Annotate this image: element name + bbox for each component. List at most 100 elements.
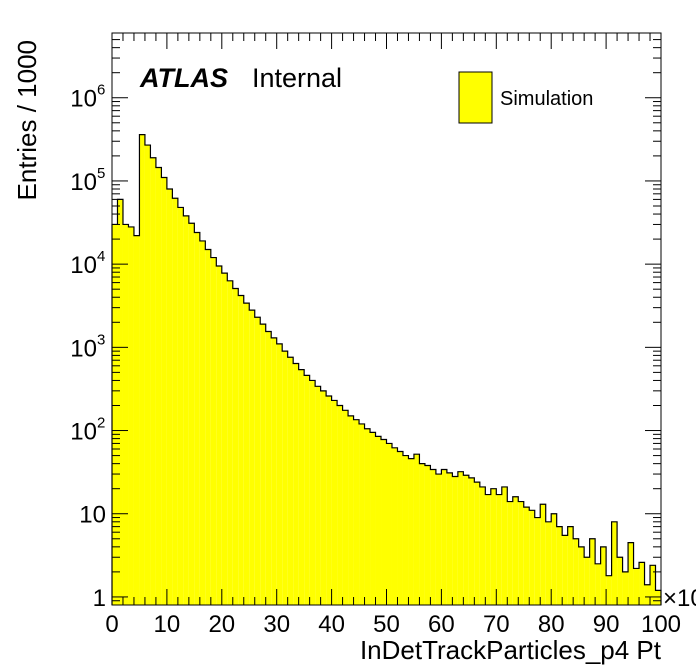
histogram-bin bbox=[424, 465, 431, 605]
y-tick-label: 10 bbox=[70, 86, 97, 113]
x-tick-label: 40 bbox=[318, 611, 345, 638]
x-tick-label: 30 bbox=[263, 611, 290, 638]
x-axis-label: InDetTrackParticles_p4 Pt bbox=[360, 635, 662, 665]
histogram-bin bbox=[298, 369, 305, 605]
histogram-bin bbox=[232, 288, 239, 605]
histogram-bin bbox=[254, 317, 261, 605]
histogram-bin bbox=[249, 310, 255, 605]
histogram-bin bbox=[617, 557, 623, 605]
histogram-bin bbox=[331, 400, 338, 605]
histogram-bin bbox=[342, 410, 349, 605]
histogram-bin bbox=[320, 390, 327, 605]
histogram-bin bbox=[446, 472, 453, 605]
x-tick-label: 80 bbox=[538, 611, 565, 638]
histogram-bin bbox=[133, 235, 140, 605]
histogram-bin bbox=[419, 463, 425, 605]
histogram-bin bbox=[161, 177, 167, 606]
x-tick-label: 60 bbox=[428, 611, 455, 638]
y-tick-label: 1 bbox=[93, 585, 106, 612]
histogram-bin bbox=[562, 535, 568, 605]
histogram-bin bbox=[309, 380, 316, 605]
histogram-bin bbox=[518, 501, 524, 605]
histogram-bin bbox=[353, 419, 360, 605]
x-tick-label: 10 bbox=[154, 611, 181, 638]
histogram-bin bbox=[540, 504, 546, 605]
histogram-bin bbox=[501, 486, 508, 605]
legend-swatch bbox=[458, 71, 493, 124]
x-tick-label: 70 bbox=[483, 611, 510, 638]
histogram-bin bbox=[639, 562, 645, 605]
histogram-bin bbox=[166, 189, 173, 605]
histogram-bin bbox=[551, 513, 557, 605]
histogram-bin bbox=[512, 496, 519, 605]
x-tick-label: 90 bbox=[593, 611, 620, 638]
histogram-bin bbox=[112, 224, 118, 606]
histogram-bin bbox=[359, 423, 365, 605]
histogram-bin bbox=[628, 542, 634, 605]
histogram-bin bbox=[507, 501, 513, 605]
histogram-bin bbox=[194, 232, 200, 605]
histogram-bin bbox=[238, 295, 244, 605]
histogram-bin bbox=[227, 280, 233, 605]
histogram-outline bbox=[111, 134, 662, 605]
y-tick-exponent: 3 bbox=[97, 331, 105, 348]
histogram-bin bbox=[534, 517, 541, 605]
histogram-bin bbox=[117, 199, 123, 606]
histogram-bin bbox=[183, 215, 189, 605]
histogram-bin bbox=[150, 157, 156, 605]
histogram-bin bbox=[188, 223, 195, 605]
histogram-bin bbox=[479, 486, 486, 605]
histogram-bin bbox=[348, 415, 354, 605]
axis-ticks bbox=[111, 32, 662, 606]
x-tick-label: 50 bbox=[373, 611, 400, 638]
histogram-bin bbox=[611, 521, 618, 605]
histogram-bin bbox=[315, 386, 321, 605]
histogram-bin bbox=[545, 521, 552, 605]
histogram-bin bbox=[463, 475, 469, 605]
legend-label-simulation: Simulation bbox=[500, 88, 593, 110]
histogram-bin bbox=[650, 565, 656, 605]
y-tick-exponent: 4 bbox=[97, 248, 105, 265]
histogram-bin bbox=[337, 405, 343, 605]
histogram-bin bbox=[326, 396, 332, 605]
histogram-bin bbox=[655, 590, 661, 605]
plot-frame bbox=[111, 32, 662, 606]
histogram-bin bbox=[529, 510, 535, 605]
histogram-bin bbox=[589, 538, 596, 605]
x-tick-label: 20 bbox=[208, 611, 235, 638]
histogram-bin bbox=[265, 331, 272, 605]
histogram-bin bbox=[276, 343, 283, 605]
histogram-bin bbox=[430, 469, 436, 605]
histogram-bin bbox=[556, 526, 563, 605]
y-tick-label: 10 bbox=[70, 419, 97, 446]
histogram-bin bbox=[408, 458, 414, 605]
y-tick-label: 10 bbox=[70, 169, 97, 196]
histogram-bin bbox=[567, 526, 574, 605]
histogram-bin bbox=[452, 476, 458, 605]
histogram-bin bbox=[271, 337, 277, 605]
histogram-bin bbox=[435, 474, 442, 605]
histogram-bin bbox=[523, 507, 530, 605]
histogram-bin bbox=[260, 324, 266, 605]
histogram-bin bbox=[364, 428, 371, 605]
y-tick-label: 10 bbox=[70, 252, 97, 279]
atlas-label: ATLAS bbox=[139, 63, 228, 93]
y-tick-exponent: 2 bbox=[97, 415, 105, 432]
histogram-bin bbox=[381, 439, 387, 605]
histogram-bin bbox=[155, 167, 162, 605]
histogram-bin bbox=[122, 224, 129, 606]
histogram-bin bbox=[595, 563, 601, 605]
histogram-bin bbox=[474, 482, 480, 605]
histogram-bin bbox=[375, 436, 382, 605]
histogram-bin bbox=[293, 363, 299, 605]
histogram-bin bbox=[468, 477, 475, 605]
y-tick-exponent: 5 bbox=[97, 165, 105, 182]
histogram-bin bbox=[205, 249, 211, 606]
internal-label: Internal bbox=[252, 63, 342, 93]
x-multiplier-label: ×10 bbox=[663, 585, 696, 612]
x-tick-labels: 0 10 20 30 40 50 60 70 80 90 100 bbox=[105, 611, 681, 638]
histogram-bin bbox=[402, 455, 409, 605]
x-tick-label: 0 bbox=[105, 611, 118, 638]
